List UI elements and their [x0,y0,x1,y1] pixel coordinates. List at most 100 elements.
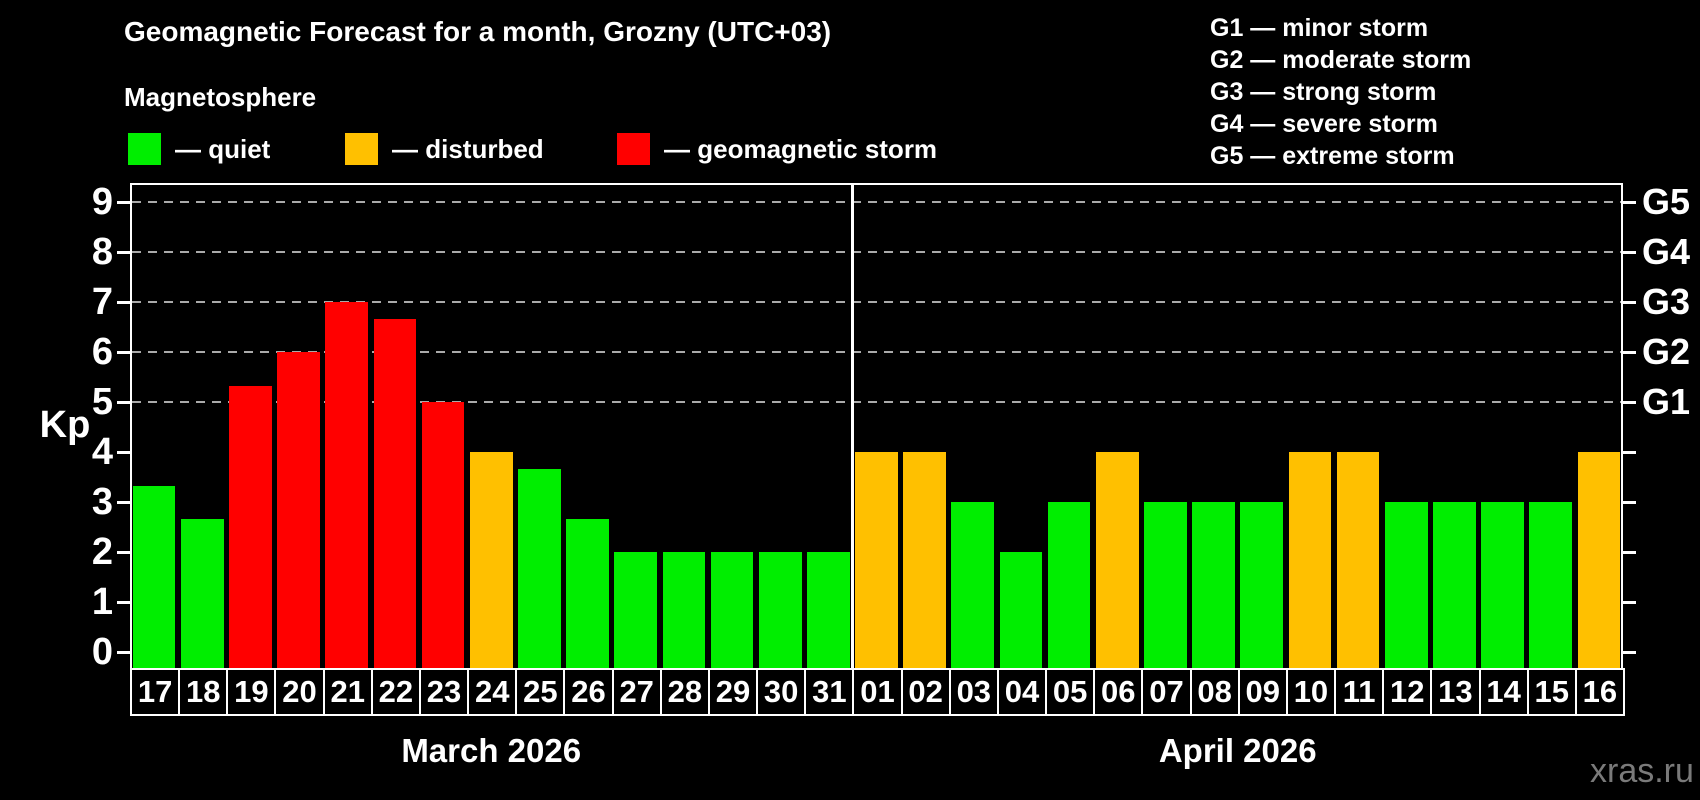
y-tick-left-4 [117,450,130,454]
y-tick-right-8 [1623,250,1636,254]
date-box-19: 19 [226,668,277,716]
date-box-06: 06 [1093,668,1144,716]
g-axis-label-G4: G4 [1642,231,1691,272]
y-tick-label-8: 8 [91,231,113,273]
legend-label-quiet: — quiet [175,134,271,164]
kp-bar-day-19 [229,385,272,668]
kp-bar-day-13 [1433,502,1476,668]
y-tick-label-0: 0 [91,631,113,673]
kp-bar-day-05 [1047,502,1091,668]
kp-bar-day-31 [807,552,850,668]
g-legend-line-2: G2 — moderate storm [1210,46,1472,74]
y-tick-label-6: 6 [91,331,113,373]
kp-bar-day-29 [710,552,754,668]
month-label-1: April 2026 [1158,732,1317,769]
date-box-17: 17 [130,668,181,716]
month-separator [850,183,854,670]
y-tick-left-7 [117,300,130,304]
y-tick-right-6 [1623,350,1636,354]
y-tick-label-2: 2 [91,531,113,573]
chart-title: Geomagnetic Forecast for a month, Grozny… [124,16,832,47]
g-axis-label-G5: G5 [1642,181,1691,222]
kp-bar-day-26 [566,518,609,668]
y-tick-label-1: 1 [91,581,113,623]
kp-bar-day-17 [132,485,176,668]
kp-bar-day-04 [999,552,1043,668]
date-box-05: 05 [1045,668,1096,716]
y-tick-right-4 [1623,450,1636,454]
y-tick-left-6 [117,350,130,354]
y-tick-right-1 [1623,600,1636,604]
kp-bar-day-10 [1288,452,1332,668]
date-box-21: 21 [322,668,373,716]
date-box-25: 25 [515,668,566,716]
date-box-23: 23 [418,668,470,716]
date-box-26: 26 [563,668,614,716]
date-box-20: 20 [274,668,325,716]
date-box-14: 14 [1478,668,1529,716]
y-tick-right-2 [1623,550,1636,554]
month-label-0: March 2026 [401,732,582,769]
kp-bar-day-22 [373,318,417,668]
date-box-08: 08 [1189,668,1240,716]
gridline-kp8 [132,251,1621,253]
kp-bar-day-11 [1336,452,1380,668]
date-box-02: 02 [900,668,951,716]
y-tick-left-9 [117,200,130,204]
date-box-07: 07 [1141,668,1192,716]
kp-bar-day-15 [1529,502,1573,668]
g-axis-label-G2: G2 [1642,331,1691,372]
legend-swatch-quiet [128,133,161,165]
kp-bar-day-07 [1144,502,1187,668]
y-axis-label: Kp [39,404,91,446]
y-tick-right-7 [1623,300,1636,304]
legend-swatch-disturbed [345,133,378,165]
kp-bar-day-23 [421,402,465,668]
g-legend-line-5: G5 — extreme storm [1210,142,1455,170]
date-box-12: 12 [1382,668,1433,716]
date-box-22: 22 [370,668,421,716]
g-scale-legend: G1 — minor storm G2 — moderate storm G3 — … [1210,12,1471,172]
g-axis-label-G1: G1 [1642,381,1691,422]
date-box-10: 10 [1285,668,1337,716]
date-box-09: 09 [1237,668,1288,716]
gridline-kp5 [132,401,1621,403]
kp-bar-day-09 [1240,502,1284,668]
date-box-04: 04 [996,668,1048,716]
kp-bar-day-01 [855,452,898,668]
kp-bar-day-28 [662,552,706,668]
y-tick-left-2 [117,550,130,554]
gridline-kp6 [132,351,1621,353]
kp-bar-day-30 [758,552,802,668]
date-box-03: 03 [948,668,999,716]
date-box-16: 16 [1574,668,1625,716]
y-tick-label-3: 3 [91,481,113,523]
magnetosphere-label: Magnetosphere [124,82,317,112]
kp-bar-day-21 [325,302,369,668]
date-box-28: 28 [659,668,710,716]
kp-bar-day-03 [951,502,995,668]
g-legend-line-3: G3 — strong storm [1210,78,1437,106]
kp-bar-day-20 [277,352,320,668]
legend-label-storm: — geomagnetic storm [664,134,938,164]
date-box-18: 18 [178,668,229,716]
date-box-27: 27 [611,668,662,716]
kp-bar-day-08 [1192,502,1235,668]
legend-label-disturbed: — disturbed [392,134,544,164]
date-box-13: 13 [1430,668,1481,716]
kp-bar-day-24 [469,452,513,668]
gridline-kp9 [132,201,1621,203]
kp-bar-day-27 [614,552,658,668]
watermark: xras.ru [1590,752,1694,790]
g-legend-line-1: G1 — minor storm [1210,14,1429,42]
y-tick-label-9: 9 [91,181,113,223]
y-tick-label-7: 7 [91,281,113,323]
kp-bar-day-18 [180,518,224,668]
y-tick-left-0 [117,650,130,654]
kp-bar-day-12 [1384,502,1428,668]
gridline-kp7 [132,301,1621,303]
date-box-30: 30 [756,668,807,716]
date-box-11: 11 [1334,668,1385,716]
date-box-31: 31 [804,668,855,716]
